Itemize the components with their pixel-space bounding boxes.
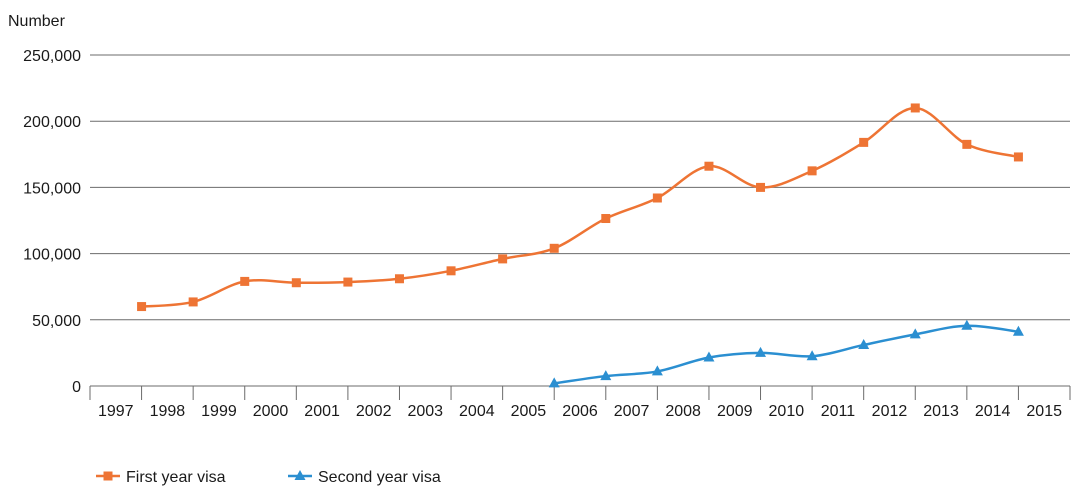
data-point-triangle <box>651 365 663 376</box>
x-tick-label: 2001 <box>304 403 340 420</box>
series-line <box>141 106 1019 308</box>
legend-item: First year visa <box>96 469 226 486</box>
data-point-square <box>103 471 113 481</box>
data-point-square <box>910 103 920 113</box>
y-axis-tick-labels: 0 50,000 100,000 150,000 200,000 250,000 <box>23 48 81 396</box>
x-tick-label: 2013 <box>923 403 959 420</box>
data-point-square <box>188 297 198 307</box>
legend-label: Second year visa <box>318 469 441 486</box>
data-point-triangle <box>755 346 767 357</box>
x-tick-label: 2010 <box>769 403 805 420</box>
x-tick-label: 2002 <box>356 403 392 420</box>
data-point-triangle <box>548 377 560 388</box>
x-axis: 1997 1998 1999 2000 2001 2002 2003 2004 2005 2006… <box>89 385 1071 420</box>
data-point-square <box>137 302 147 312</box>
x-tick-label: 2007 <box>614 403 650 420</box>
data-point-square <box>343 277 353 287</box>
legend: First year visa Second year visa <box>96 469 441 486</box>
x-tick-label: 1998 <box>150 403 186 420</box>
legend-item: Second year visa <box>288 469 441 486</box>
series-first-year-visa <box>137 103 1023 312</box>
data-point-square <box>704 161 714 171</box>
data-point-square <box>756 182 766 192</box>
x-tick-label: 2008 <box>665 403 701 420</box>
x-tick-label: 1999 <box>201 403 237 420</box>
x-tick-label: 2003 <box>407 403 443 420</box>
x-tick-label: 2014 <box>975 403 1011 420</box>
x-tick-label: 2004 <box>459 403 495 420</box>
x-tick-label: 2012 <box>872 403 908 420</box>
data-point-triangle <box>858 338 870 349</box>
data-point-triangle <box>806 350 818 361</box>
y-tick-label: 200,000 <box>23 114 81 131</box>
data-point-square <box>601 214 611 224</box>
gridlines <box>90 54 1070 321</box>
data-point-square <box>962 139 972 149</box>
x-tick-label: 2005 <box>511 403 547 420</box>
data-point-square <box>291 278 301 288</box>
data-point-triangle <box>961 319 973 330</box>
data-point-square <box>807 166 817 176</box>
series-line <box>554 324 1019 385</box>
data-point-square <box>394 274 404 284</box>
x-tick-label: 2006 <box>562 403 598 420</box>
data-point-triangle <box>294 470 306 480</box>
data-point-square <box>549 243 559 253</box>
data-point-triangle <box>1012 325 1024 336</box>
x-tick-label: 2000 <box>253 403 289 420</box>
y-tick-label: 100,000 <box>23 247 81 264</box>
data-point-square <box>446 266 456 276</box>
y-tick-label: 0 <box>72 379 81 396</box>
data-point-triangle <box>600 370 612 381</box>
data-point-triangle <box>909 328 921 339</box>
x-tick-label: 1997 <box>98 403 134 420</box>
series-second-year-visa <box>548 319 1024 388</box>
data-point-square <box>498 254 508 264</box>
y-tick-label: 150,000 <box>23 180 81 197</box>
data-point-square <box>1013 152 1023 162</box>
y-axis-title: Number <box>8 13 66 30</box>
data-point-square <box>859 137 869 147</box>
data-point-square <box>240 276 250 286</box>
legend-label: First year visa <box>126 469 226 486</box>
x-tick-label: 2009 <box>717 403 753 420</box>
x-tick-label: 2011 <box>821 403 856 420</box>
series-group <box>137 103 1024 388</box>
y-tick-label: 50,000 <box>32 313 81 330</box>
data-point-square <box>652 193 662 203</box>
data-point-triangle <box>703 351 715 362</box>
x-tick-label: 2015 <box>1026 403 1062 420</box>
y-tick-label: 250,000 <box>23 48 81 65</box>
